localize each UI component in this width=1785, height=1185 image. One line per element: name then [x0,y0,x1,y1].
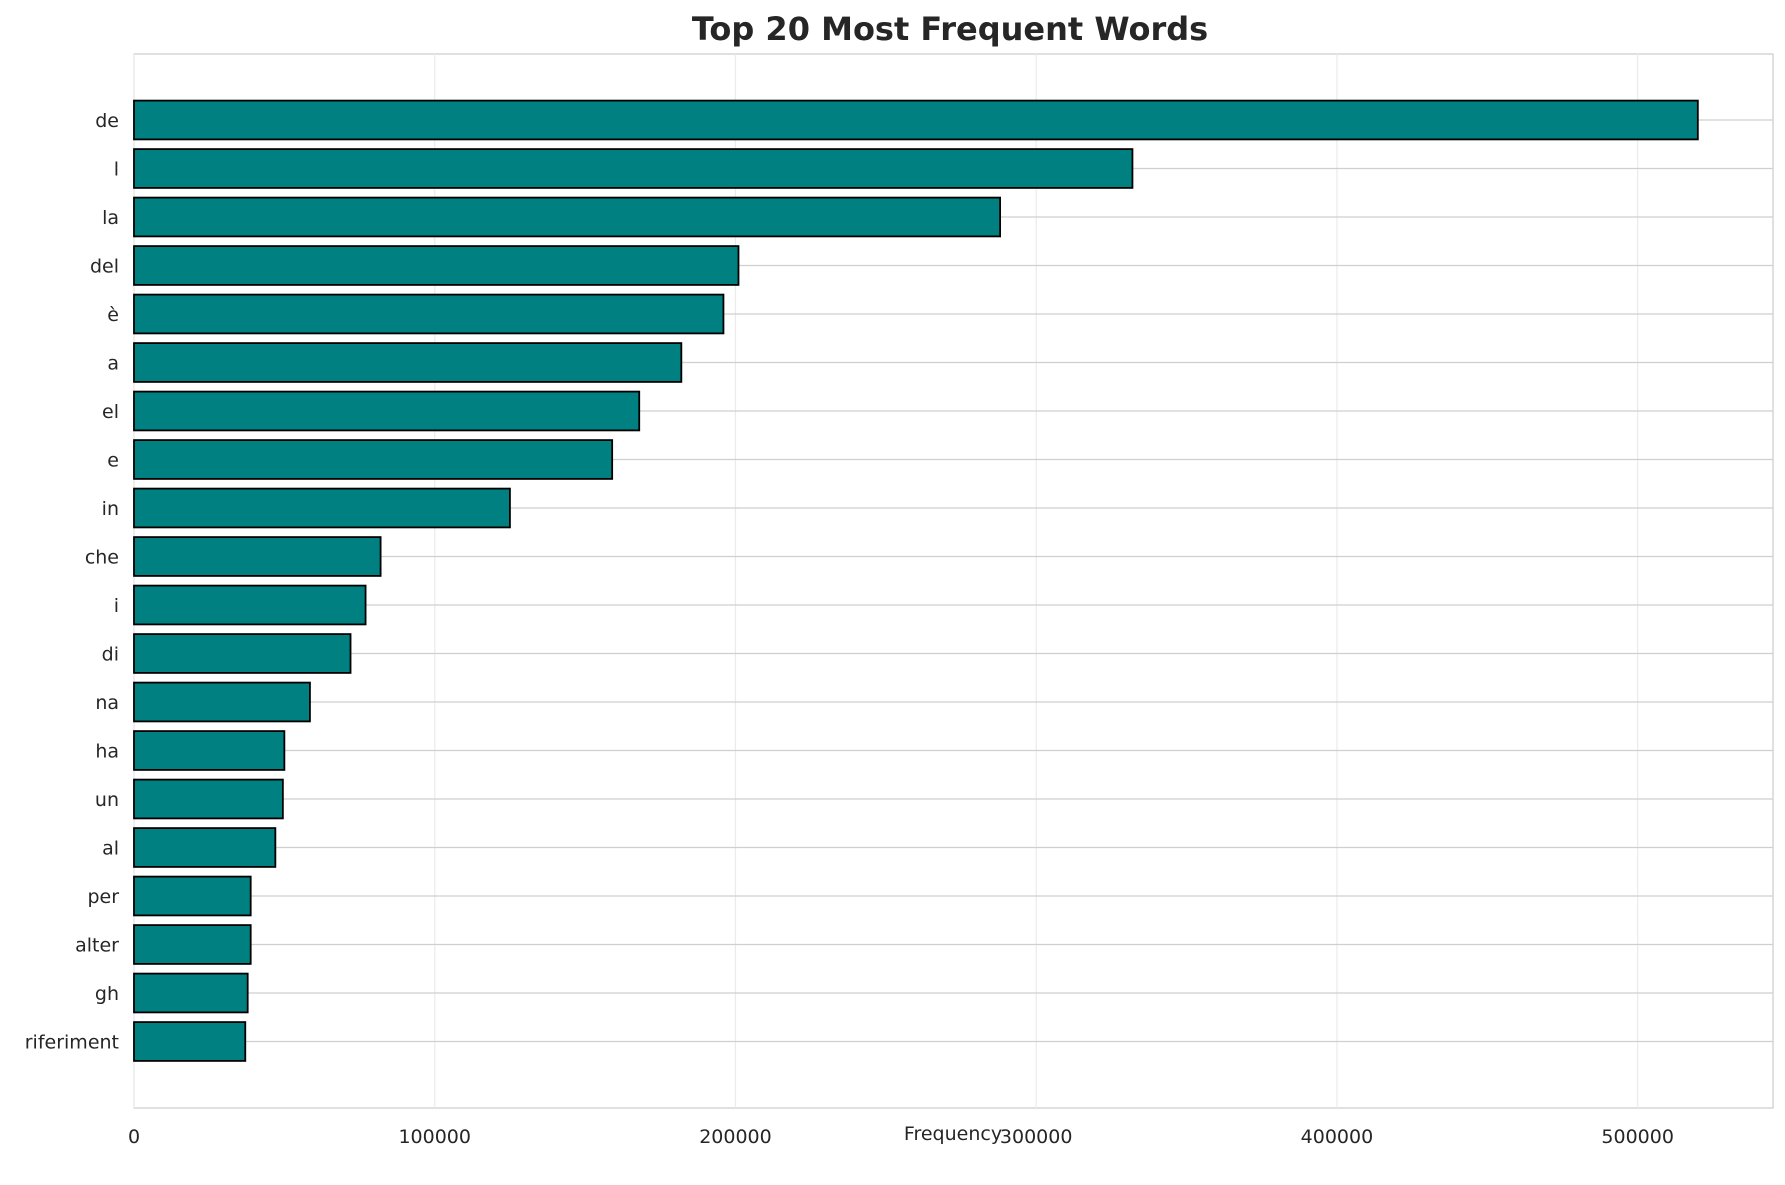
y-tick-label: e [107,450,119,472]
bar-a [133,342,683,383]
y-tick-label: al [102,838,119,860]
chart-title: Top 20 Most Frequent Words [692,10,1208,48]
y-tick-label: in [102,498,119,520]
y-tick-label: gh [95,983,119,1005]
y-tick-label: è [107,304,119,326]
y-tick-labels: delladelèaeleincheidinahaunalperalterghr… [25,110,119,1054]
x-tick-label: 100000 [398,1126,471,1148]
x-tick-label: 200000 [699,1126,772,1148]
y-tick-label: che [85,547,119,569]
bar-l [133,148,1134,189]
bar-al [133,827,277,868]
bar-di [133,633,352,674]
y-tick-label: a [107,353,119,375]
y-tick-label: del [90,256,119,278]
x-tick-label: 500000 [1601,1126,1674,1148]
bar-de [133,99,1699,141]
x-tick-label: 0 [128,1126,140,1148]
bar-na [133,681,311,723]
y-tick-label: alter [75,935,119,957]
bar-i [133,584,367,626]
x-tick-label: 300000 [1000,1126,1073,1148]
bar-riferiment [133,1021,247,1062]
y-tick-label: riferiment [25,1032,119,1054]
y-tick-label: un [95,789,119,811]
y-tick-label: l [114,159,119,181]
bar-del [133,245,740,286]
y-tick-label: na [95,692,119,714]
y-tick-label: la [102,207,119,229]
bar-el [133,390,641,432]
bar-e [133,439,614,480]
bar-che [133,536,382,577]
bar-alter [133,924,252,965]
y-tick-label: di [102,644,119,666]
y-tick-label: per [87,886,119,908]
bar-ha [133,730,286,771]
y-tick-label: ha [95,741,119,763]
y-tick-label: el [102,401,119,423]
bar-è [133,293,725,335]
bars [133,99,1699,1062]
bar-la [133,196,1002,238]
bar-gh [133,972,249,1014]
bar-per [133,875,252,917]
y-tick-label: i [114,595,119,617]
x-axis-label: Frequency [904,1123,1002,1145]
y-tick-label: de [95,110,119,132]
x-tick-label: 400000 [1301,1126,1374,1148]
bar-un [133,778,284,820]
bar-in [133,487,511,529]
x-tick-labels: 0 100000 200000 300000 400000 500000 [128,1126,1674,1148]
